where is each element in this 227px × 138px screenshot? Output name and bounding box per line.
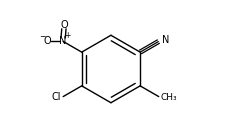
Text: −: −: [39, 32, 45, 41]
Text: N: N: [59, 36, 67, 46]
Text: O: O: [43, 36, 51, 46]
Text: CH₃: CH₃: [160, 93, 176, 102]
Text: N: N: [161, 34, 169, 45]
Text: O: O: [60, 20, 67, 30]
Text: Cl: Cl: [51, 92, 61, 102]
Text: +: +: [64, 31, 71, 40]
